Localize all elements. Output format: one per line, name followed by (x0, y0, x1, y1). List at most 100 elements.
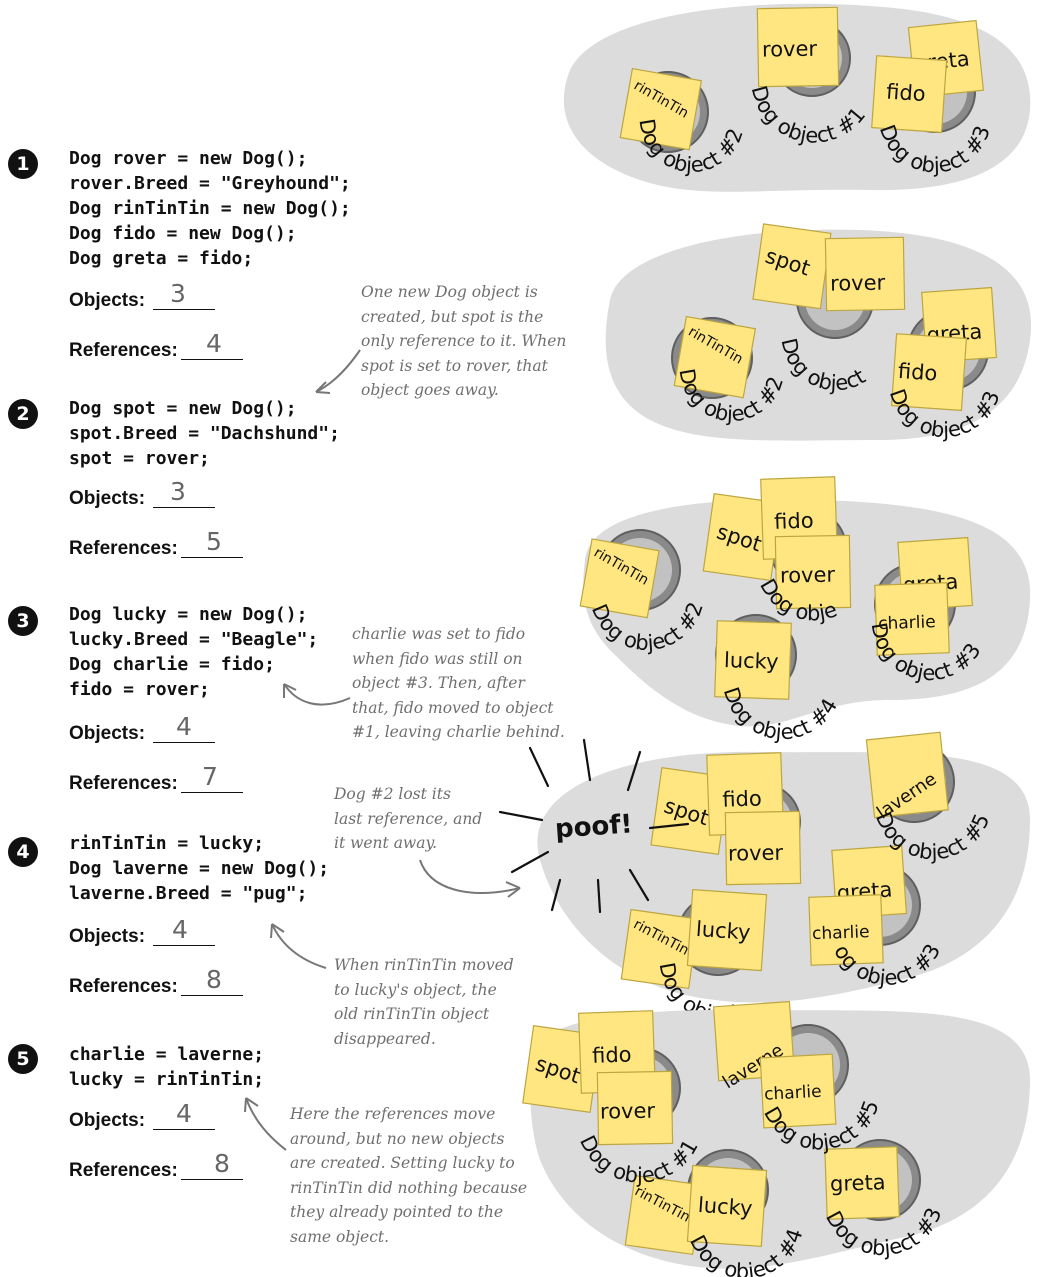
annotation-note-dog2: Dog #2 lost its last reference, and it w… (334, 785, 483, 852)
code-line: Dog greta = fido; (69, 248, 254, 269)
code-block: Dog rover = new Dog(); rover.Breed = "Gre… (69, 146, 351, 271)
code-line: Dog fido = new Dog(); (69, 223, 297, 244)
sticky-charlie: charlie (759, 1053, 837, 1129)
code-line: Dog rinTinTin = new Dog(); (69, 198, 351, 219)
poof-label: poof! (554, 809, 634, 845)
annotation-note-step3: charlie was set to fido when fido was st… (352, 625, 565, 741)
sticky-label: lucky (695, 917, 751, 945)
references-count: References: 5 (69, 527, 259, 562)
sticky-rintintin: rinTinTin (673, 315, 757, 399)
heap-1: rover rinTinTin greta fido Dog object #1… (563, 3, 1031, 192)
objects-count: Objects: 3 (69, 279, 229, 314)
references-label: References: (69, 773, 178, 794)
poof-burst (498, 738, 690, 914)
code-line: spot.Breed = "Dachshund"; (69, 423, 340, 444)
code-line: Dog charlie = fido; (69, 654, 275, 675)
references-label: References: (69, 976, 178, 997)
objects-value: 4 (172, 915, 188, 944)
sticky-rover: rover (774, 534, 852, 610)
sticky-label: lucky (697, 1193, 753, 1221)
references-count: References: 7 (69, 762, 259, 797)
answer-blank (153, 742, 215, 743)
references-value: 7 (202, 762, 218, 791)
heap-2: spot rover rinTinTin greta fido Dog obje… (605, 223, 1032, 442)
objects-value: 3 (170, 477, 186, 506)
references-count: References: 4 (69, 329, 259, 364)
code-line: Dog rover = new Dog(); (69, 148, 308, 169)
sticky-label: charlie (878, 612, 936, 634)
objects-label: Objects: (69, 723, 146, 744)
objects-value: 3 (170, 279, 186, 308)
sticky-lucky: lucky (686, 888, 768, 972)
sticky-label: charlie (764, 1082, 822, 1105)
step-number-badge: 3 (8, 606, 38, 636)
sticky-label: rover (780, 563, 836, 588)
sticky-laverne: laverne (865, 731, 949, 824)
sticky-fido: fido (871, 55, 948, 134)
answer-blank (181, 995, 243, 996)
objects-value: 4 (176, 712, 192, 741)
sticky-rover: rover (724, 810, 802, 886)
objects-count: Objects: 4 (69, 915, 229, 950)
sticky-label: rover (728, 841, 784, 866)
code-line: spot = rover; (69, 448, 210, 469)
sticky-greta: greta (824, 1146, 900, 1220)
answer-blank (181, 792, 243, 793)
annotation-note-step5: Here the references move around, but no … (290, 1105, 528, 1246)
answer-blank (153, 945, 215, 946)
annotation-arrows (244, 349, 521, 1151)
code-block: charlie = laverne; lucky = rinTinTin; (69, 1042, 264, 1092)
code-line: lucky.Breed = "Beagle"; (69, 629, 319, 650)
step-number-badge: 4 (8, 837, 38, 867)
step-number-badge: 2 (8, 399, 38, 429)
code-block: Dog lucky = new Dog(); lucky.Breed = "Bea… (69, 602, 318, 702)
code-block: rinTinTin = lucky; Dog laverne = new Dog(… (69, 831, 329, 906)
sticky-label: fido (774, 508, 814, 533)
heap-4: spot fido rover laverne greta charlie (537, 731, 1030, 1026)
objects-label: Objects: (69, 290, 146, 311)
sticky-label: fido (897, 359, 938, 386)
code-line: fido = rover; (69, 679, 210, 700)
references-count: References: 8 (69, 1149, 259, 1184)
references-value: 4 (206, 329, 222, 358)
objects-value: 4 (176, 1099, 192, 1128)
sticky-label: greta (830, 1170, 886, 1196)
code-line: Dog laverne = new Dog(); (69, 858, 330, 879)
code-line: rover.Breed = "Greyhound"; (69, 173, 351, 194)
answer-blank (153, 1129, 215, 1130)
answer-blank (181, 1179, 243, 1180)
code-line: Dog lucky = new Dog(); (69, 604, 308, 625)
references-label: References: (69, 1160, 178, 1181)
sticky-label: fido (592, 1042, 632, 1067)
step-1: 1 Dog rover = new Dog(); rover.Breed = "G… (0, 0, 560, 380)
sticky-rintintin: rinTinTin (620, 908, 700, 990)
sticky-lucky: lucky (714, 620, 792, 700)
answer-blank (153, 309, 215, 310)
references-value: 8 (214, 1149, 230, 1178)
sticky-label: charlie (812, 922, 870, 944)
sticky-rover: rover (756, 6, 840, 88)
sticky-charlie: charlie (874, 582, 950, 656)
heap-3: rinTinTin spot fido rover greta charlie (579, 476, 1031, 744)
answer-blank (181, 359, 243, 360)
sticky-rover: rover (824, 236, 906, 312)
sticky-rintintin: rinTinTin (619, 67, 703, 151)
sticky-charlie: charlie (808, 894, 884, 966)
references-label: References: (69, 340, 178, 361)
step-3: 3 Dog lucky = new Dog(); lucky.Breed = "B… (0, 597, 560, 807)
code-line: rinTinTin = lucky; (69, 833, 265, 854)
annotation-note-step2: One new Dog object is created, but spot … (361, 283, 567, 399)
annotation-note-step4: When rinTinTin moved to lucky's object, … (334, 956, 514, 1048)
sticky-rintintin: rinTinTin (579, 538, 660, 619)
sticky-label: fido (722, 786, 762, 811)
objects-label: Objects: (69, 926, 146, 947)
references-value: 8 (206, 965, 222, 994)
answer-blank (181, 557, 243, 558)
code-line: lucky = rinTinTin; (69, 1069, 265, 1090)
sticky-label: fido (885, 80, 926, 107)
code-block: Dog spot = new Dog(); spot.Breed = "Dachs… (69, 396, 340, 471)
sticky-lucky: lucky (686, 1164, 768, 1248)
code-line: charlie = laverne; (69, 1044, 265, 1065)
objects-count: Objects: 4 (69, 712, 229, 747)
